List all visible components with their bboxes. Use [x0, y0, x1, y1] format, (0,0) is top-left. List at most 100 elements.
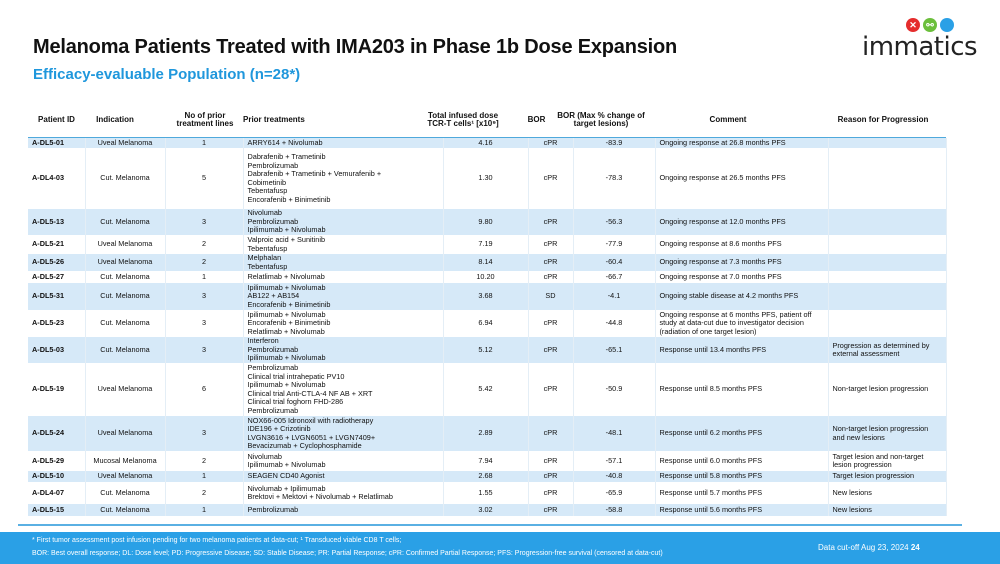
treatment-line: Pembrolizumab [247, 405, 299, 415]
table-row: A-DL4-03 Cut. Melanoma 5 Dabrafenib + Trame… [28, 148, 947, 209]
prior-lines: 2 [165, 451, 244, 471]
treatment-line: Clinical trial intrahepatic PV10 [247, 371, 345, 381]
immatics-logo: ✕ ⚯ immatics [862, 18, 982, 63]
treatment-line: Brektovi + Mektovi + Nivolumab + Relatli… [247, 492, 393, 501]
treatment-line: Pembrolizumab [247, 363, 299, 372]
table-row: A-DL5-19 Uveal Melanoma 6 Pembrolizumab Clin… [28, 363, 947, 416]
dose: 7.94 [443, 451, 529, 471]
prior-treatments: Interferon Pembrolizumab Ipilimumab + Nivo… [243, 337, 444, 363]
treatment-line: Clinical trial foghorn FHD-286 [247, 397, 344, 406]
patient-id: A-DL4-03 [28, 148, 86, 209]
bor: cPR [528, 254, 574, 271]
treatment-line: Melphalan [247, 254, 282, 262]
treatment-line: Encorafenib + Binimetinib [247, 318, 331, 328]
prior-treatments: Relatlimab + Nivolumab [243, 271, 444, 283]
bor-change: -65.1 [573, 337, 656, 363]
treatment-line: Pembrolizumab [247, 344, 299, 354]
indication: Uveal Melanoma [85, 138, 166, 148]
bor: cPR [528, 451, 574, 471]
prior-lines: 3 [165, 416, 244, 451]
bor: cPR [528, 337, 574, 363]
table-row: A-DL5-26 Uveal Melanoma 2 Melphalan Tebentaf… [28, 254, 947, 271]
dose: 3.02 [443, 504, 529, 516]
indication: Cut. Melanoma [85, 148, 166, 209]
treatment-line: Interferon [247, 337, 279, 346]
bor: cPR [528, 504, 574, 516]
dose: 4.16 [443, 138, 529, 148]
reason [828, 148, 947, 209]
col-patient-id: Patient ID [38, 115, 75, 124]
indication: Uveal Melanoma [85, 254, 166, 271]
prior-lines: 6 [165, 363, 244, 416]
prior-lines: 2 [165, 254, 244, 271]
prior-lines: 3 [165, 310, 244, 337]
prior-treatments: Ipilimumab + Nivolumab AB122 + AB154 Encor… [243, 283, 444, 310]
treatment-line: ARRY614 + Nivolumab [247, 138, 323, 147]
prior-lines: 3 [165, 337, 244, 363]
indication: Cut. Melanoma [85, 504, 166, 516]
treatment-line: Dabrafenib + Trametinib [247, 152, 326, 161]
treatment-line: Bevacizumab + Cyclophosphamide [247, 441, 362, 450]
treatment-line: SEAGEN CD40 Agonist [247, 471, 325, 481]
patient-id: A-DL5-13 [28, 209, 86, 235]
data-cutoff: Data cut-off Aug 23, 2024 [818, 543, 909, 552]
treatment-line: Ipilimumab + Nivolumab [247, 283, 326, 292]
indication: Uveal Melanoma [85, 471, 166, 482]
indication: Uveal Melanoma [85, 416, 166, 451]
prior-treatments: Nivolumab Pembrolizumab Ipilimumab + Nivol… [243, 209, 444, 235]
red-dot-icon: ✕ [906, 18, 920, 32]
comment: Ongoing stable disease at 4.2 months PFS [655, 283, 829, 310]
logo-text: immatics [862, 32, 978, 62]
dose: 5.12 [443, 337, 529, 363]
page-subtitle: Efficacy-evaluable Population (n=28*) [33, 66, 301, 83]
bor: cPR [528, 310, 574, 337]
prior-lines: 1 [165, 471, 244, 482]
prior-lines: 3 [165, 209, 244, 235]
table-row: A-DL5-10 Uveal Melanoma 1 SEAGEN CD40 Agoni… [28, 471, 947, 482]
patient-id: A-DL5-15 [28, 504, 86, 516]
prior-treatments: Valproic acid + Sunitinib Tebentafusp [243, 235, 444, 254]
bor-change: -77.9 [573, 235, 656, 254]
patient-id: A-DL5-21 [28, 235, 86, 254]
footnote-1: * First tumor assessment post infusion p… [32, 537, 402, 544]
bor-change: -60.4 [573, 254, 656, 271]
table-row: A-DL5-13 Cut. Melanoma 3 Nivolumab Pembroliz… [28, 209, 947, 235]
treatment-line: Valproic acid + Sunitinib [247, 235, 326, 244]
treatment-line: NOX66-005 Idronoxil with radiotherapy [247, 416, 374, 425]
patient-id: A-DL5-19 [28, 363, 86, 416]
col-indication: Indication [96, 115, 134, 124]
dose: 1.55 [443, 482, 529, 504]
dose: 5.42 [443, 363, 529, 416]
prior-lines: 3 [165, 283, 244, 310]
treatment-line: Nivolumab + Ipilimumab [247, 483, 326, 493]
bor: cPR [528, 416, 574, 451]
treatment-line: LVGN3616 + LVGN6051 + LVGN7409+ [247, 432, 376, 442]
indication: Uveal Melanoma [85, 235, 166, 254]
col-comment: Comment [709, 115, 747, 124]
bor: cPR [528, 271, 574, 283]
indication: Cut. Melanoma [85, 209, 166, 235]
treatment-line: Ipilimumab + Nivolumab [247, 310, 326, 319]
table-row: A-DL5-29 Mucosal Melanoma 2 Nivolumab Ipilim… [28, 451, 947, 471]
dose: 2.68 [443, 471, 529, 482]
treatment-line: Encorafenib + Binimetinib [247, 194, 331, 204]
treatment-line: Tebentafusp [247, 243, 288, 253]
bor-change: -57.1 [573, 451, 656, 471]
page-number: 24 [910, 543, 920, 552]
bor: cPR [528, 138, 574, 148]
prior-treatments: Dabrafenib + Trametinib Pembrolizumab Dabr… [243, 148, 444, 209]
treatment-line: Clinical trial Anti-CTLA-4 NF AB + XRT [247, 388, 373, 398]
reason: Non-target lesion progression and new le… [828, 416, 947, 451]
patients-table: A-DL5-01 Uveal Melanoma 1 ARRY614 + Nivolum… [28, 138, 947, 516]
comment: Response until 5.8 months PFS [655, 471, 829, 482]
col-dose: Total infused dose TCR-T cells¹ [x10⁹] [427, 111, 499, 128]
green-dot-icon: ⚯ [923, 18, 937, 32]
reason: Progression as determined by external as… [828, 337, 947, 363]
reason: New lesions [828, 504, 947, 516]
treatment-line: Tebentafusp [247, 261, 288, 271]
treatment-line: Ipilimumab + Nivolumab [247, 353, 326, 363]
prior-treatments: Ipilimumab + Nivolumab Encorafenib + Bini… [243, 310, 444, 337]
col-bor-change: BOR (Max % change of target lesions) [557, 111, 645, 128]
treatment-line: Relatlimab + Nivolumab [247, 271, 325, 281]
treatment-line: Cobimetinib [247, 177, 287, 187]
